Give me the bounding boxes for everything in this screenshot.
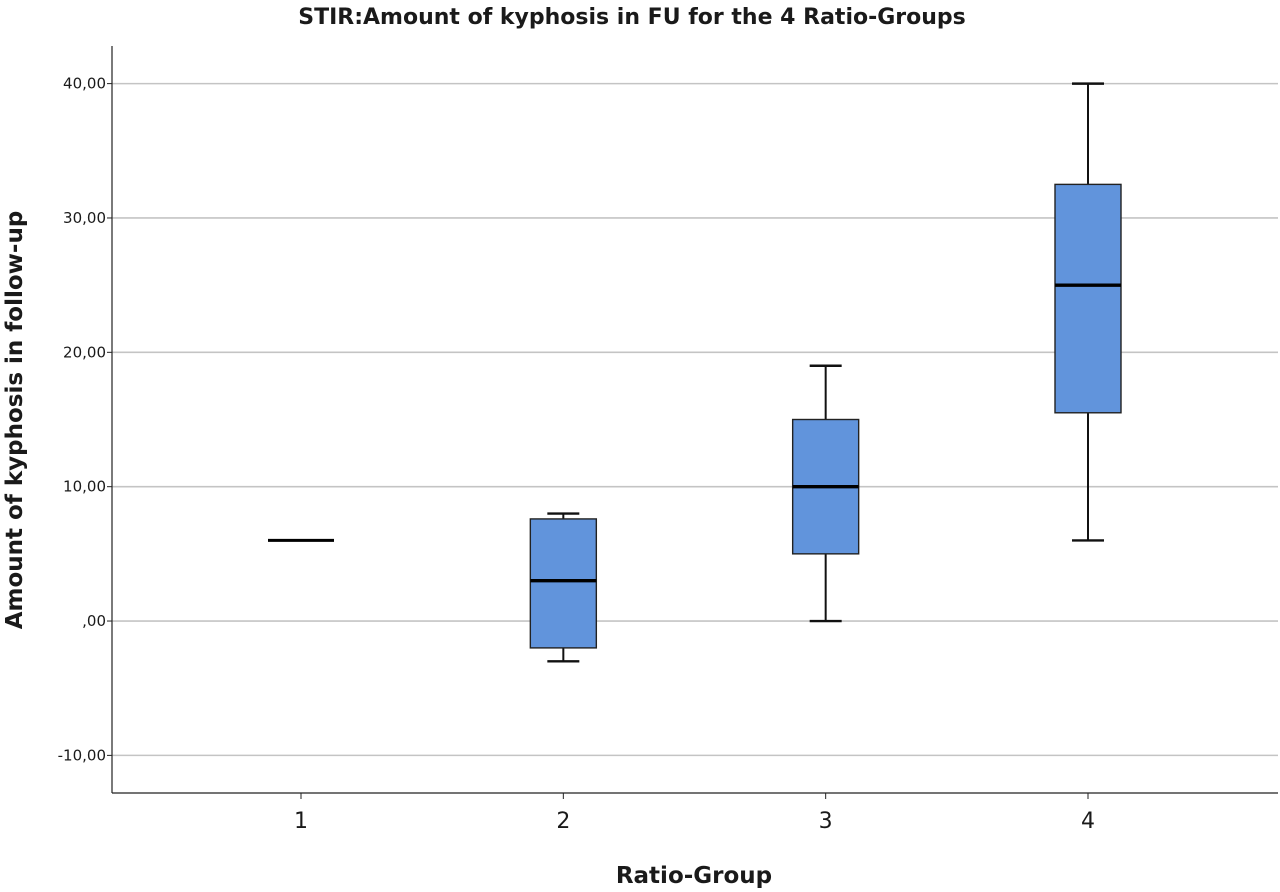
x-tick-label: 4 (1081, 809, 1095, 834)
x-tick-label: 1 (294, 809, 308, 834)
y-axis-title: Amount of kyphosis in follow-up (2, 211, 28, 630)
y-tick-label: 40,00 (63, 75, 106, 93)
box-group-2 (529, 512, 598, 663)
box-group-3 (791, 364, 860, 623)
y-axis-ticks: -10,00 ,00 10,00 20,00 30,00 40,00 (58, 75, 112, 764)
x-axis-ticks: 1 2 3 4 (294, 793, 1095, 834)
y-tick-label: 10,00 (63, 478, 106, 496)
iqr-box (1054, 183, 1122, 414)
y-tick-label: -10,00 (58, 746, 106, 764)
x-tick-label: 2 (556, 809, 570, 834)
y-tick-label: 20,00 (63, 343, 106, 361)
x-axis-title: Ratio-Group (616, 863, 772, 889)
x-tick-label: 3 (819, 809, 833, 834)
y-tick-label: ,00 (82, 612, 106, 630)
box-group-4 (1054, 82, 1122, 542)
chart-title: STIR:Amount of kyphosis in FU for the 4 … (298, 5, 966, 30)
boxes (268, 82, 1122, 663)
y-tick-label: 30,00 (63, 209, 106, 227)
iqr-box (529, 518, 598, 649)
gridlines (112, 82, 1278, 757)
